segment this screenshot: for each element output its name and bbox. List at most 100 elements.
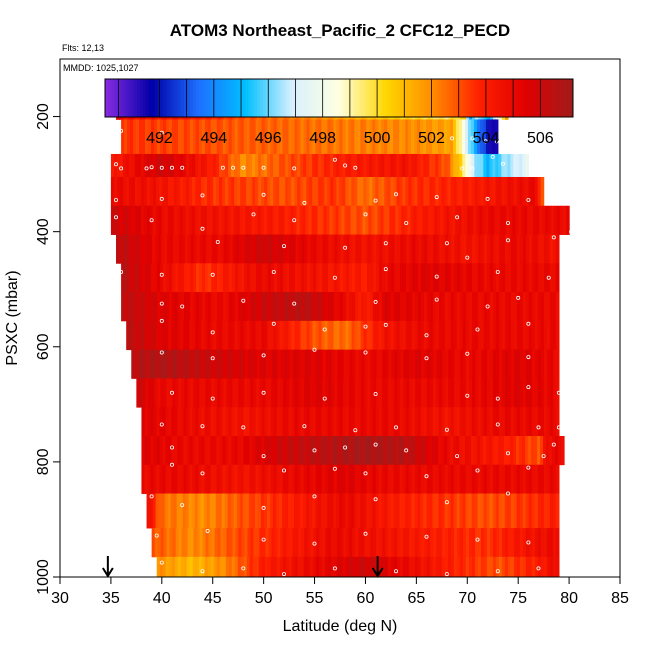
heatmap-cell [391, 234, 395, 264]
heatmap-cell [172, 292, 176, 322]
colorbar-swatch [467, 79, 472, 117]
heatmap-cell [189, 556, 194, 577]
heatmap-cell [465, 556, 470, 577]
heatmap-cell [516, 435, 520, 466]
heatmap-cell [166, 234, 171, 264]
heatmap-cell [225, 435, 229, 466]
sample-point [210, 330, 215, 335]
heatmap-cell [241, 378, 245, 408]
heatmap-cell [319, 234, 324, 264]
heatmap-cell [349, 528, 353, 558]
heatmap-cell [337, 528, 341, 558]
heatmap-cell [469, 528, 473, 558]
heatmap-cell [328, 349, 333, 379]
sample-point [144, 166, 149, 171]
heatmap-cell [183, 464, 188, 494]
heatmap-cell [207, 176, 211, 207]
heatmap-cell [179, 205, 184, 235]
heatmap-cell [243, 119, 248, 155]
heatmap-cell [160, 528, 165, 558]
heatmap-cell [150, 320, 154, 351]
heatmap-cell [549, 234, 554, 264]
heatmap-cell [396, 153, 400, 178]
heatmap-cell [199, 234, 204, 264]
sample-point [556, 390, 561, 395]
heatmap-cell [510, 320, 515, 351]
heatmap-cell [495, 292, 500, 322]
heatmap-cell [204, 176, 208, 207]
heatmap-cell [165, 464, 170, 494]
heatmap-cell [173, 493, 178, 529]
sample-point [505, 491, 510, 496]
heatmap-cell [215, 493, 220, 529]
colorbar-swatch [347, 79, 352, 117]
heatmap-cell [156, 119, 161, 155]
heatmap-cell [499, 349, 503, 379]
heatmap-cell [346, 263, 350, 293]
heatmap-cell [129, 320, 133, 351]
heatmap-cell [563, 205, 567, 235]
heatmap-cell [237, 153, 241, 178]
heatmap-cell [354, 320, 359, 351]
heatmap-cell [325, 378, 329, 408]
heatmap-cell [239, 205, 244, 235]
heatmap-cell [405, 153, 409, 178]
heatmap-cell [357, 153, 361, 178]
heatmap-cell [452, 205, 456, 235]
heatmap-cell [192, 119, 197, 155]
heatmap-cell [168, 464, 173, 494]
heatmap-cell [378, 493, 382, 529]
heatmap-cell [504, 263, 509, 293]
heatmap-cell [321, 153, 325, 178]
heatmap-cell [340, 349, 345, 379]
heatmap-cell [218, 493, 223, 529]
colorbar-tick-label: 500 [364, 130, 391, 147]
heatmap-cell [432, 153, 436, 178]
heatmap-cell [536, 205, 540, 235]
heatmap-cell [288, 464, 293, 494]
heatmap-cell [274, 349, 279, 379]
heatmap-cell [259, 292, 263, 322]
heatmap-cell [552, 528, 557, 558]
colorbar-swatch [254, 79, 258, 117]
heatmap-cell [162, 556, 167, 577]
heatmap-cell [298, 378, 302, 408]
heatmap-cell [441, 556, 446, 577]
heatmap-cell [492, 556, 497, 577]
heatmap-cell [273, 176, 277, 207]
heatmap-cell [426, 464, 431, 494]
heatmap-cell [150, 464, 155, 494]
heatmap-cell [474, 493, 479, 529]
heatmap-cell [178, 263, 182, 293]
colorbar-swatch [330, 79, 334, 117]
heatmap-cell [318, 176, 322, 207]
heatmap-cell [185, 153, 190, 178]
sample-point [495, 569, 500, 574]
heatmap-cell [531, 176, 536, 207]
sample-point [159, 350, 164, 355]
heatmap-cell [477, 407, 482, 437]
heatmap-cell [186, 176, 190, 207]
heatmap-cell [361, 378, 365, 408]
heatmap-cell [282, 435, 286, 466]
heatmap-cell [228, 119, 233, 155]
heatmap-cell [297, 407, 302, 437]
heatmap-cell [385, 234, 389, 264]
heatmap-cell [183, 407, 188, 437]
heatmap-cell [139, 263, 143, 293]
heatmap-cell [160, 292, 164, 322]
sample-point [470, 166, 475, 171]
heatmap-cell [423, 119, 427, 155]
heatmap-cell [226, 349, 231, 379]
heatmap-cell [255, 556, 260, 577]
heatmap-cell [178, 528, 183, 558]
heatmap-cell [387, 292, 392, 322]
heatmap-cell [420, 464, 425, 494]
heatmap-cell [537, 263, 542, 293]
heatmap-cell [252, 407, 257, 437]
sample-point [373, 198, 378, 203]
heatmap-cell [143, 205, 148, 235]
heatmap-cell [343, 349, 348, 379]
heatmap-cell [169, 263, 173, 293]
colorbar-swatch [110, 79, 115, 117]
